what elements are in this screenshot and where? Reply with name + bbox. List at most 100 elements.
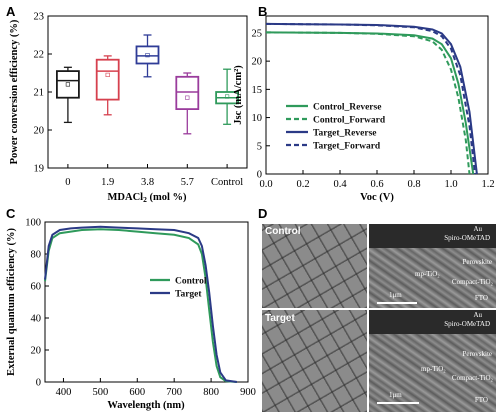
- x-tick-label: 0.8: [407, 179, 420, 190]
- panel-letter-b: B: [258, 4, 267, 19]
- box-mean-marker: [185, 95, 190, 100]
- y-axis-title-c: External quantum efficiency (%): [6, 228, 17, 376]
- sem-control-label: Control: [265, 226, 301, 237]
- layer-label-compact-tio2: Compact-TiO₂: [451, 374, 493, 382]
- x-tick-label: 400: [56, 387, 72, 398]
- layer-label-spiro: Spiro-OMeTAD: [444, 320, 490, 328]
- y-tick-label: 100: [25, 218, 41, 229]
- series-lines-c: [44, 225, 238, 383]
- series-lines-b: [265, 22, 478, 175]
- box-0: [56, 70, 80, 99]
- sem-top-layer: [369, 310, 496, 335]
- boxes-a: [56, 34, 240, 135]
- legend-label: Control: [175, 277, 207, 287]
- x-tick-label: 1.0: [444, 179, 457, 190]
- sem-texture: [262, 310, 367, 412]
- x-axis-title-a: MDACl2 (mol %): [108, 192, 187, 204]
- y-tick-label: 20: [31, 346, 42, 357]
- box-1.9: [95, 58, 120, 101]
- y-tick-label: 20: [252, 57, 263, 68]
- y-tick-label: 40: [31, 314, 42, 325]
- x-tick-label: 900: [240, 387, 256, 398]
- jv-curve-panel: Jsc (mA/cm²) Voc (V) 0 5 10 15 20 25 0.0 0.2 0.…: [233, 15, 495, 203]
- legend-c: Control Target: [150, 277, 207, 300]
- x-tick-label: 1.9: [101, 177, 114, 188]
- x-axis-title-b: Voc (V): [360, 192, 394, 203]
- x-ticks-c: 400 500 600 700 800 900: [56, 378, 256, 398]
- x-tick-label: 0: [65, 177, 70, 188]
- series-line-control-reverse: [265, 31, 475, 175]
- box-mean-marker: [145, 53, 150, 58]
- sem-target-plan-view: Target: [262, 310, 367, 412]
- plot-frame-c: [44, 221, 249, 383]
- sem-target-cross-section: Au Spiro-OMeTAD Perovskite mp-TiO₂ Compa…: [369, 310, 496, 412]
- y-tick-label: 5: [257, 141, 262, 152]
- y-axis-title-a: Power conversion efficiency (%): [9, 19, 20, 164]
- x-tick-label: 5.7: [181, 177, 194, 188]
- legend-b: Control_Reverse Control_Forward Target_Rev…: [286, 103, 386, 152]
- x-tick-label: Control: [211, 177, 243, 188]
- legend-label: Target: [175, 290, 202, 300]
- layer-label-compact-tio2: Compact-TiO₂: [451, 278, 493, 286]
- layer-label-fto: FTO: [474, 294, 488, 302]
- legend-label: Control_Reverse: [313, 103, 381, 113]
- x-tick-label: 0.6: [370, 179, 383, 190]
- sem-top-layer: [369, 224, 496, 248]
- panel-letter-a: A: [6, 4, 16, 19]
- x-ticks-b: 0.0 0.2 0.4 0.6 0.8 1.0 1.2: [259, 170, 495, 190]
- series-line-target-reverse: [265, 22, 478, 175]
- sem-control-plan-view: Control: [262, 224, 367, 308]
- x-tick-label: 3.8: [141, 177, 154, 188]
- layer-label-au: Au: [473, 311, 482, 319]
- x-ticks-a: 0 1.9 3.8 5.7 Control: [65, 164, 243, 188]
- eqe-panel: External quantum efficiency (%) Waveleng…: [6, 218, 256, 412]
- box-mean-marker: [105, 72, 110, 77]
- legend-label: Control_Forward: [313, 116, 386, 126]
- sem-texture: [262, 224, 367, 308]
- x-tick-label: 700: [166, 387, 182, 398]
- y-tick-label: 60: [31, 282, 42, 293]
- layer-label-mp-tio2: mp-TiO₂: [415, 270, 440, 278]
- x-tick-label: 600: [129, 387, 145, 398]
- y-tick-label: 0: [257, 170, 262, 181]
- y-ticks-c: 0 20 40 60 80 100: [25, 218, 49, 389]
- layer-label-fto: FTO: [474, 396, 488, 404]
- box-5.7: [175, 75, 200, 111]
- sem-film-texture: [369, 334, 496, 412]
- layer-label-perovskite: Perovskite: [462, 258, 492, 266]
- layer-label-perovskite: Perovskite: [462, 350, 492, 358]
- scale-label: 1μm: [389, 291, 402, 299]
- box-3.8: [135, 45, 160, 65]
- x-tick-label: 500: [92, 387, 108, 398]
- x-tick-label: 800: [203, 387, 219, 398]
- layer-label-mp-tio2: mp-TiO₂: [421, 365, 446, 373]
- series-line-target: [44, 225, 238, 383]
- scale-bar: [377, 402, 419, 404]
- x-tick-label: 0.2: [296, 179, 309, 190]
- sem-control-cross-section: Au Spiro-OMeTAD Perovskite mp-TiO₂ Compa…: [369, 224, 496, 308]
- x-axis-title-c: Wavelength (nm): [107, 400, 185, 411]
- scale-label: 1μm: [389, 391, 402, 399]
- x-tick-label: 0.4: [333, 179, 347, 190]
- y-tick-label: 19: [34, 164, 45, 175]
- y-ticks-a: 19 20 21 22 23: [34, 12, 52, 175]
- legend-label: Target_Forward: [313, 142, 381, 152]
- panel-letter-c: C: [6, 206, 16, 221]
- scale-bar: [377, 302, 417, 304]
- sem-target-label: Target: [265, 313, 295, 324]
- y-axis-title-b: Jsc (mA/cm²): [233, 65, 244, 125]
- y-tick-label: 10: [252, 113, 263, 124]
- panel-letter-d: D: [258, 206, 267, 221]
- sem-film-texture: [369, 247, 496, 308]
- layer-label-au: Au: [473, 225, 482, 233]
- box-mean-marker: [225, 94, 230, 99]
- y-tick-label: 20: [34, 126, 45, 137]
- y-tick-label: 15: [252, 85, 263, 96]
- box-plot-panel: Power conversion efficiency (%) MDACl2 (…: [9, 12, 248, 204]
- y-tick-label: 25: [252, 28, 263, 39]
- legend-label: Target_Reverse: [313, 129, 377, 139]
- y-ticks-b: 0 5 10 15 20 25: [252, 28, 270, 181]
- x-tick-label: 0.0: [259, 179, 272, 190]
- y-tick-label: 23: [34, 12, 45, 23]
